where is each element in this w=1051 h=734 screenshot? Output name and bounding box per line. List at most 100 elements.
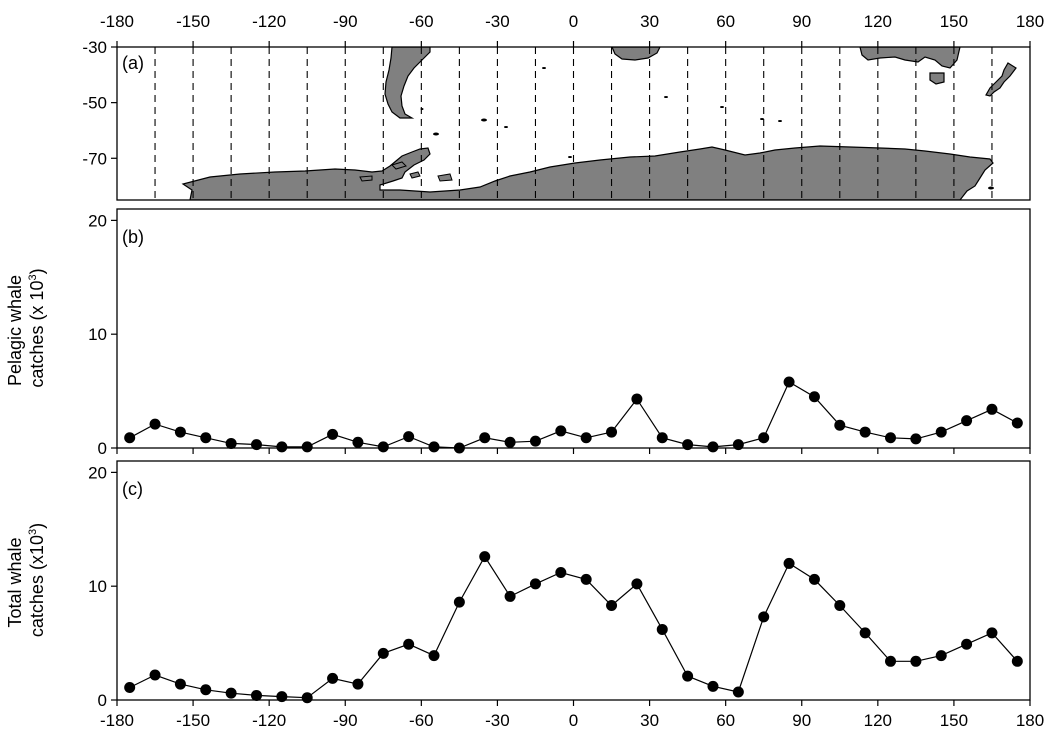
data-point bbox=[403, 431, 415, 443]
data-point bbox=[479, 551, 491, 563]
panel-c-ylabel-line2: catches (x103) bbox=[27, 523, 47, 637]
data-point bbox=[732, 686, 744, 698]
data-point bbox=[808, 391, 820, 403]
data-point bbox=[479, 432, 491, 444]
data-point bbox=[504, 590, 516, 602]
data-point bbox=[555, 425, 567, 437]
data-point bbox=[504, 436, 516, 448]
map-x-tick-label: -60 bbox=[409, 12, 434, 31]
data-point bbox=[631, 578, 643, 590]
data-point bbox=[301, 441, 313, 453]
panel-c-ylabel: Total whale catches (x103) bbox=[5, 523, 47, 637]
data-point bbox=[834, 419, 846, 431]
data-point bbox=[453, 596, 465, 608]
data-point bbox=[808, 573, 820, 585]
data-point bbox=[859, 426, 871, 438]
pelagic-catch-panel: (b) 0 10 20 Pelagic whale catches (x 103) bbox=[5, 208, 1031, 458]
data-point bbox=[327, 672, 339, 684]
map-x-tick-label: 180 bbox=[1016, 12, 1044, 31]
x-tick-label: -150 bbox=[176, 711, 210, 730]
map-x-tick-label: 150 bbox=[940, 12, 968, 31]
data-point bbox=[1011, 655, 1023, 667]
data-point bbox=[428, 650, 440, 662]
data-point bbox=[707, 441, 719, 453]
x-tick-label: 60 bbox=[716, 711, 735, 730]
data-point bbox=[783, 557, 795, 569]
data-point bbox=[986, 403, 998, 415]
map-panel: -180 -150 -120 -90 -60 -30 0 30 60 90 120 150 180 -3… bbox=[82, 12, 1044, 201]
panel-c-y-axis: 0 10 20 bbox=[88, 463, 117, 710]
data-point bbox=[225, 437, 237, 449]
data-point bbox=[910, 655, 922, 667]
antarctica-landmass bbox=[181, 145, 994, 200]
map-x-tick-label: -180 bbox=[100, 12, 134, 31]
data-point bbox=[885, 432, 897, 444]
peninsula-islands bbox=[359, 161, 453, 182]
x-tick-label: 0 bbox=[569, 711, 578, 730]
x-tick-label: 150 bbox=[940, 711, 968, 730]
data-point bbox=[174, 678, 186, 690]
x-tick-label: -60 bbox=[409, 711, 434, 730]
panel-b-ylabel-line2: catches (x 103) bbox=[27, 268, 47, 387]
data-point bbox=[124, 432, 136, 444]
x-tick-label: 180 bbox=[1016, 711, 1044, 730]
data-point bbox=[555, 567, 567, 579]
data-point bbox=[656, 623, 668, 635]
panel-b-ylabel-exp: 3 bbox=[27, 274, 39, 280]
data-point bbox=[732, 439, 744, 451]
data-point bbox=[631, 393, 643, 405]
panel-c-x-axis: -180 -150 -120 -90 -60 -30 0 30 60 90 120 150 180 bbox=[100, 700, 1044, 730]
y-tick-label: 20 bbox=[88, 211, 107, 230]
pelagic-catch-series bbox=[124, 376, 1023, 454]
map-x-tick-label: 60 bbox=[716, 12, 735, 31]
data-point bbox=[225, 687, 237, 699]
panel-b-x-ticks bbox=[116, 448, 1031, 454]
panel-label-c: (c) bbox=[122, 479, 143, 499]
panel-label-b: (b) bbox=[122, 227, 144, 247]
data-point bbox=[453, 442, 465, 454]
data-point bbox=[200, 684, 212, 696]
map-x-tick-label: -120 bbox=[252, 12, 286, 31]
australia-landmass bbox=[859, 47, 961, 69]
data-point bbox=[986, 627, 998, 639]
data-point bbox=[301, 692, 313, 704]
total-catch-panel: (c) 0 10 20 -180 -150 -120 -90 -60 -30 0 30 60 90 12… bbox=[5, 460, 1044, 730]
data-point bbox=[580, 573, 592, 585]
tasmania-landmass bbox=[929, 72, 945, 85]
data-point bbox=[885, 655, 897, 667]
panel-label-a: (a) bbox=[122, 53, 144, 73]
x-tick-label: 90 bbox=[792, 711, 811, 730]
total-catch-series bbox=[124, 551, 1023, 704]
x-tick-label: -180 bbox=[100, 711, 134, 730]
data-point bbox=[707, 680, 719, 692]
data-point bbox=[910, 433, 922, 445]
new-zealand-landmass bbox=[985, 62, 1017, 97]
data-point bbox=[606, 600, 618, 612]
data-point bbox=[250, 689, 262, 701]
data-point bbox=[276, 691, 288, 703]
data-point bbox=[250, 439, 262, 451]
y-tick-label: 0 bbox=[98, 691, 107, 710]
x-tick-label: 120 bbox=[864, 711, 892, 730]
map-top-axis: -180 -150 -120 -90 -60 -30 0 30 60 90 120 150 180 bbox=[100, 12, 1044, 47]
data-point bbox=[403, 638, 415, 650]
map-x-tick-label: -90 bbox=[333, 12, 358, 31]
x-tick-label: -30 bbox=[485, 711, 510, 730]
y-tick-label: 10 bbox=[88, 325, 107, 344]
data-point bbox=[200, 432, 212, 444]
data-point bbox=[656, 432, 668, 444]
x-tick-label: -90 bbox=[333, 711, 358, 730]
data-point bbox=[174, 426, 186, 438]
panel-b-ylabel-pre: catches (x 10 bbox=[27, 281, 47, 388]
map-x-tick-label: 0 bbox=[569, 12, 578, 31]
data-point bbox=[276, 441, 288, 453]
data-point bbox=[783, 376, 795, 388]
panel-b-ylabel-line1: Pelagic whale bbox=[5, 275, 25, 386]
data-point bbox=[1011, 417, 1023, 429]
data-point bbox=[758, 432, 770, 444]
data-point bbox=[606, 426, 618, 438]
map-y-tick-label: -30 bbox=[82, 38, 107, 57]
series-line bbox=[129, 381, 1018, 449]
data-point bbox=[327, 428, 339, 440]
